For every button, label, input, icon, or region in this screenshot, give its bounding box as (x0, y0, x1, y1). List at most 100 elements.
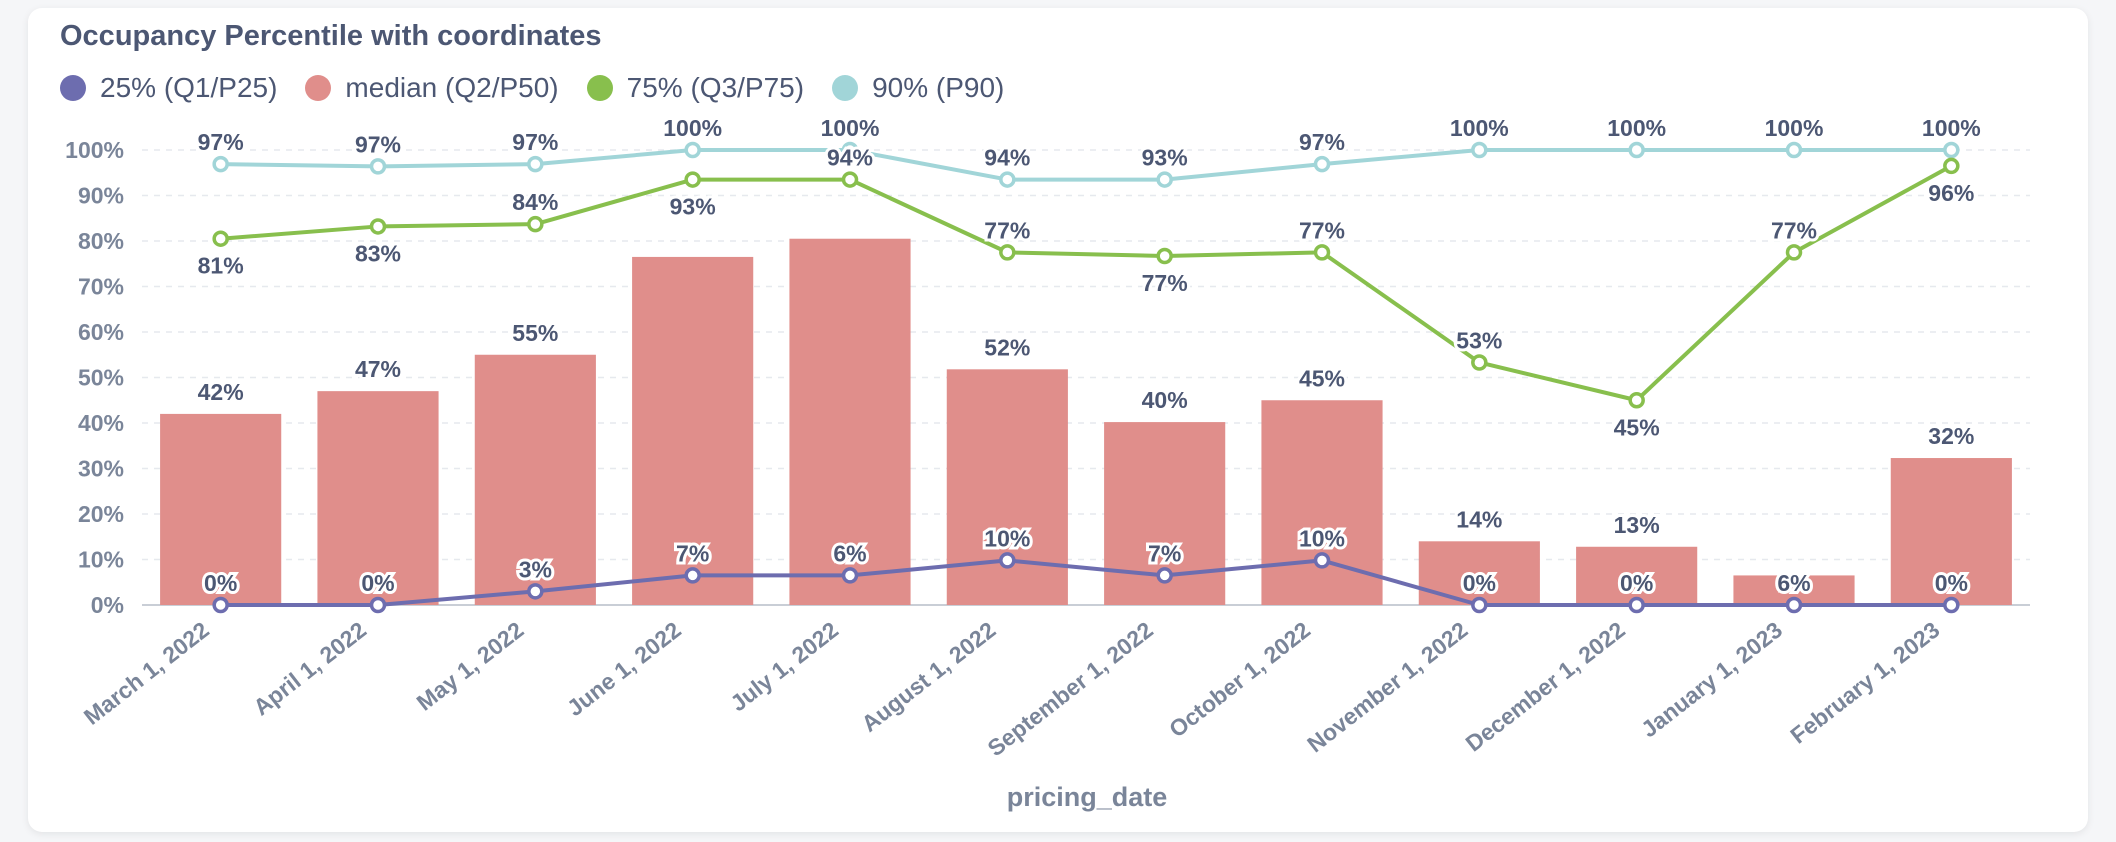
series-point[interactable] (1628, 596, 1645, 614)
data-label: 96% (1928, 180, 1974, 206)
legend-item-p90[interactable]: 90% (P90) (832, 72, 1004, 104)
data-label: 100% (1922, 115, 1981, 141)
data-label: 0% (361, 570, 394, 596)
series-point[interactable] (999, 171, 1016, 188)
y-tick-label: 20% (78, 501, 124, 527)
data-label: 77% (1771, 217, 1817, 243)
data-label: 10% (1299, 525, 1345, 551)
median-bar[interactable] (317, 391, 439, 605)
legend-dot-q3 (586, 75, 613, 101)
series-point[interactable] (684, 141, 701, 159)
series-line (220, 164, 1953, 403)
data-label: 0% (204, 570, 237, 596)
legend-label-q3: 75% (Q3/P75) (626, 72, 805, 103)
series-point[interactable] (999, 552, 1016, 569)
data-label: 45% (1614, 414, 1660, 440)
series-point[interactable] (1156, 247, 1173, 265)
legend-item-median[interactable]: median (Q2/P50) (305, 72, 559, 104)
data-label: 0% (1935, 570, 1968, 596)
x-axis-title: pricing_date (1007, 782, 1168, 812)
x-tick-label: December 1, 2022 (1461, 616, 1630, 756)
bar-series (160, 238, 2012, 605)
legend-dot-q1 (60, 75, 86, 101)
data-label: 84% (512, 189, 558, 215)
series-point[interactable] (527, 583, 544, 600)
median-bar[interactable] (160, 413, 282, 605)
x-tick-label: January 1, 2023 (1636, 616, 1787, 742)
series-point[interactable] (841, 567, 859, 584)
median-bar[interactable] (789, 238, 911, 605)
legend-item-q3[interactable]: 75% (Q3/P75) (586, 72, 805, 104)
series-point[interactable] (212, 155, 229, 173)
median-bar[interactable] (632, 256, 754, 605)
y-tick-label: 0% (91, 592, 124, 618)
data-label: 6% (1777, 570, 1810, 596)
median-bar[interactable] (1890, 458, 2012, 605)
series-point[interactable] (1471, 596, 1488, 614)
data-label: 77% (1142, 270, 1188, 296)
series-point[interactable] (1943, 596, 1960, 614)
x-tick-label: October 1, 2022 (1164, 616, 1315, 742)
line-series (212, 141, 1960, 614)
series-point[interactable] (527, 155, 544, 173)
series-point[interactable] (684, 567, 701, 584)
x-tick-label: May 1, 2022 (412, 616, 529, 715)
series-point[interactable] (1471, 141, 1488, 159)
y-axis-ticks: 0% 10% 20% 30% 40% 50% 60% 70% 80% 90% 100% (65, 137, 124, 618)
data-labels: 42% 47% 55% 52% 40% 45% 14% 13% 32% 0% 0% 3% 7% 6% 10%… (195, 112, 1984, 599)
x-tick-label: June 1, 2022 (562, 616, 686, 721)
y-tick-label: 100% (65, 137, 124, 163)
series-point[interactable] (1785, 141, 1803, 159)
series-point[interactable] (999, 244, 1016, 261)
series-point[interactable] (1156, 567, 1173, 584)
x-tick-label: August 1, 2022 (856, 616, 1000, 736)
median-bar[interactable] (474, 354, 596, 605)
series-point[interactable] (369, 218, 387, 235)
series-point[interactable] (1313, 552, 1331, 569)
series-point[interactable] (684, 171, 701, 188)
median-bar[interactable] (946, 369, 1068, 605)
series-point[interactable] (1313, 244, 1331, 261)
series-point[interactable] (1156, 171, 1173, 188)
series-point[interactable] (841, 171, 859, 188)
series-point[interactable] (1785, 596, 1803, 614)
series-point[interactable] (212, 596, 229, 614)
data-label: 100% (1450, 115, 1509, 141)
data-label: 42% (198, 379, 244, 405)
series-point[interactable] (1471, 354, 1488, 371)
data-label: 100% (663, 115, 722, 141)
data-label: 100% (821, 115, 880, 141)
series-point[interactable] (369, 596, 387, 614)
data-label: 93% (1142, 145, 1188, 171)
series-point[interactable] (369, 158, 387, 175)
data-label: 47% (355, 356, 401, 382)
series-point[interactable] (212, 230, 229, 247)
series-point[interactable] (1313, 155, 1331, 173)
series-point[interactable] (1628, 392, 1645, 409)
legend-dot-p90 (832, 75, 859, 101)
legend-item-q1[interactable]: 25% (Q1/P25) (60, 72, 277, 104)
series-point[interactable] (1628, 141, 1645, 159)
x-tick-label: February 1, 2023 (1785, 616, 1944, 748)
series-point[interactable] (527, 215, 544, 233)
y-tick-label: 40% (78, 410, 124, 436)
chart-legend: 25% (Q1/P25) median (Q2/P50) 75% (Q3/P75… (60, 72, 1032, 104)
legend-label-median: median (Q2/P50) (345, 72, 559, 103)
series-point[interactable] (1943, 141, 1960, 159)
x-tick-label: July 1, 2022 (725, 616, 843, 716)
series-point[interactable] (841, 141, 859, 159)
median-bar[interactable] (1576, 546, 1698, 605)
data-label: 77% (1299, 217, 1345, 243)
legend-label-p90: 90% (P90) (872, 72, 1005, 103)
series-line (220, 148, 1952, 182)
data-label: 55% (512, 320, 558, 346)
y-tick-label: 80% (78, 228, 124, 254)
series-line (220, 558, 1952, 607)
data-label: 0% (1620, 570, 1653, 596)
y-tick-label: 50% (78, 365, 124, 391)
data-label: 94% (984, 145, 1030, 171)
series-point[interactable] (1785, 244, 1803, 261)
series-point[interactable] (1943, 157, 1960, 175)
chart-title: Occupancy Percentile with coordinates (60, 20, 602, 52)
